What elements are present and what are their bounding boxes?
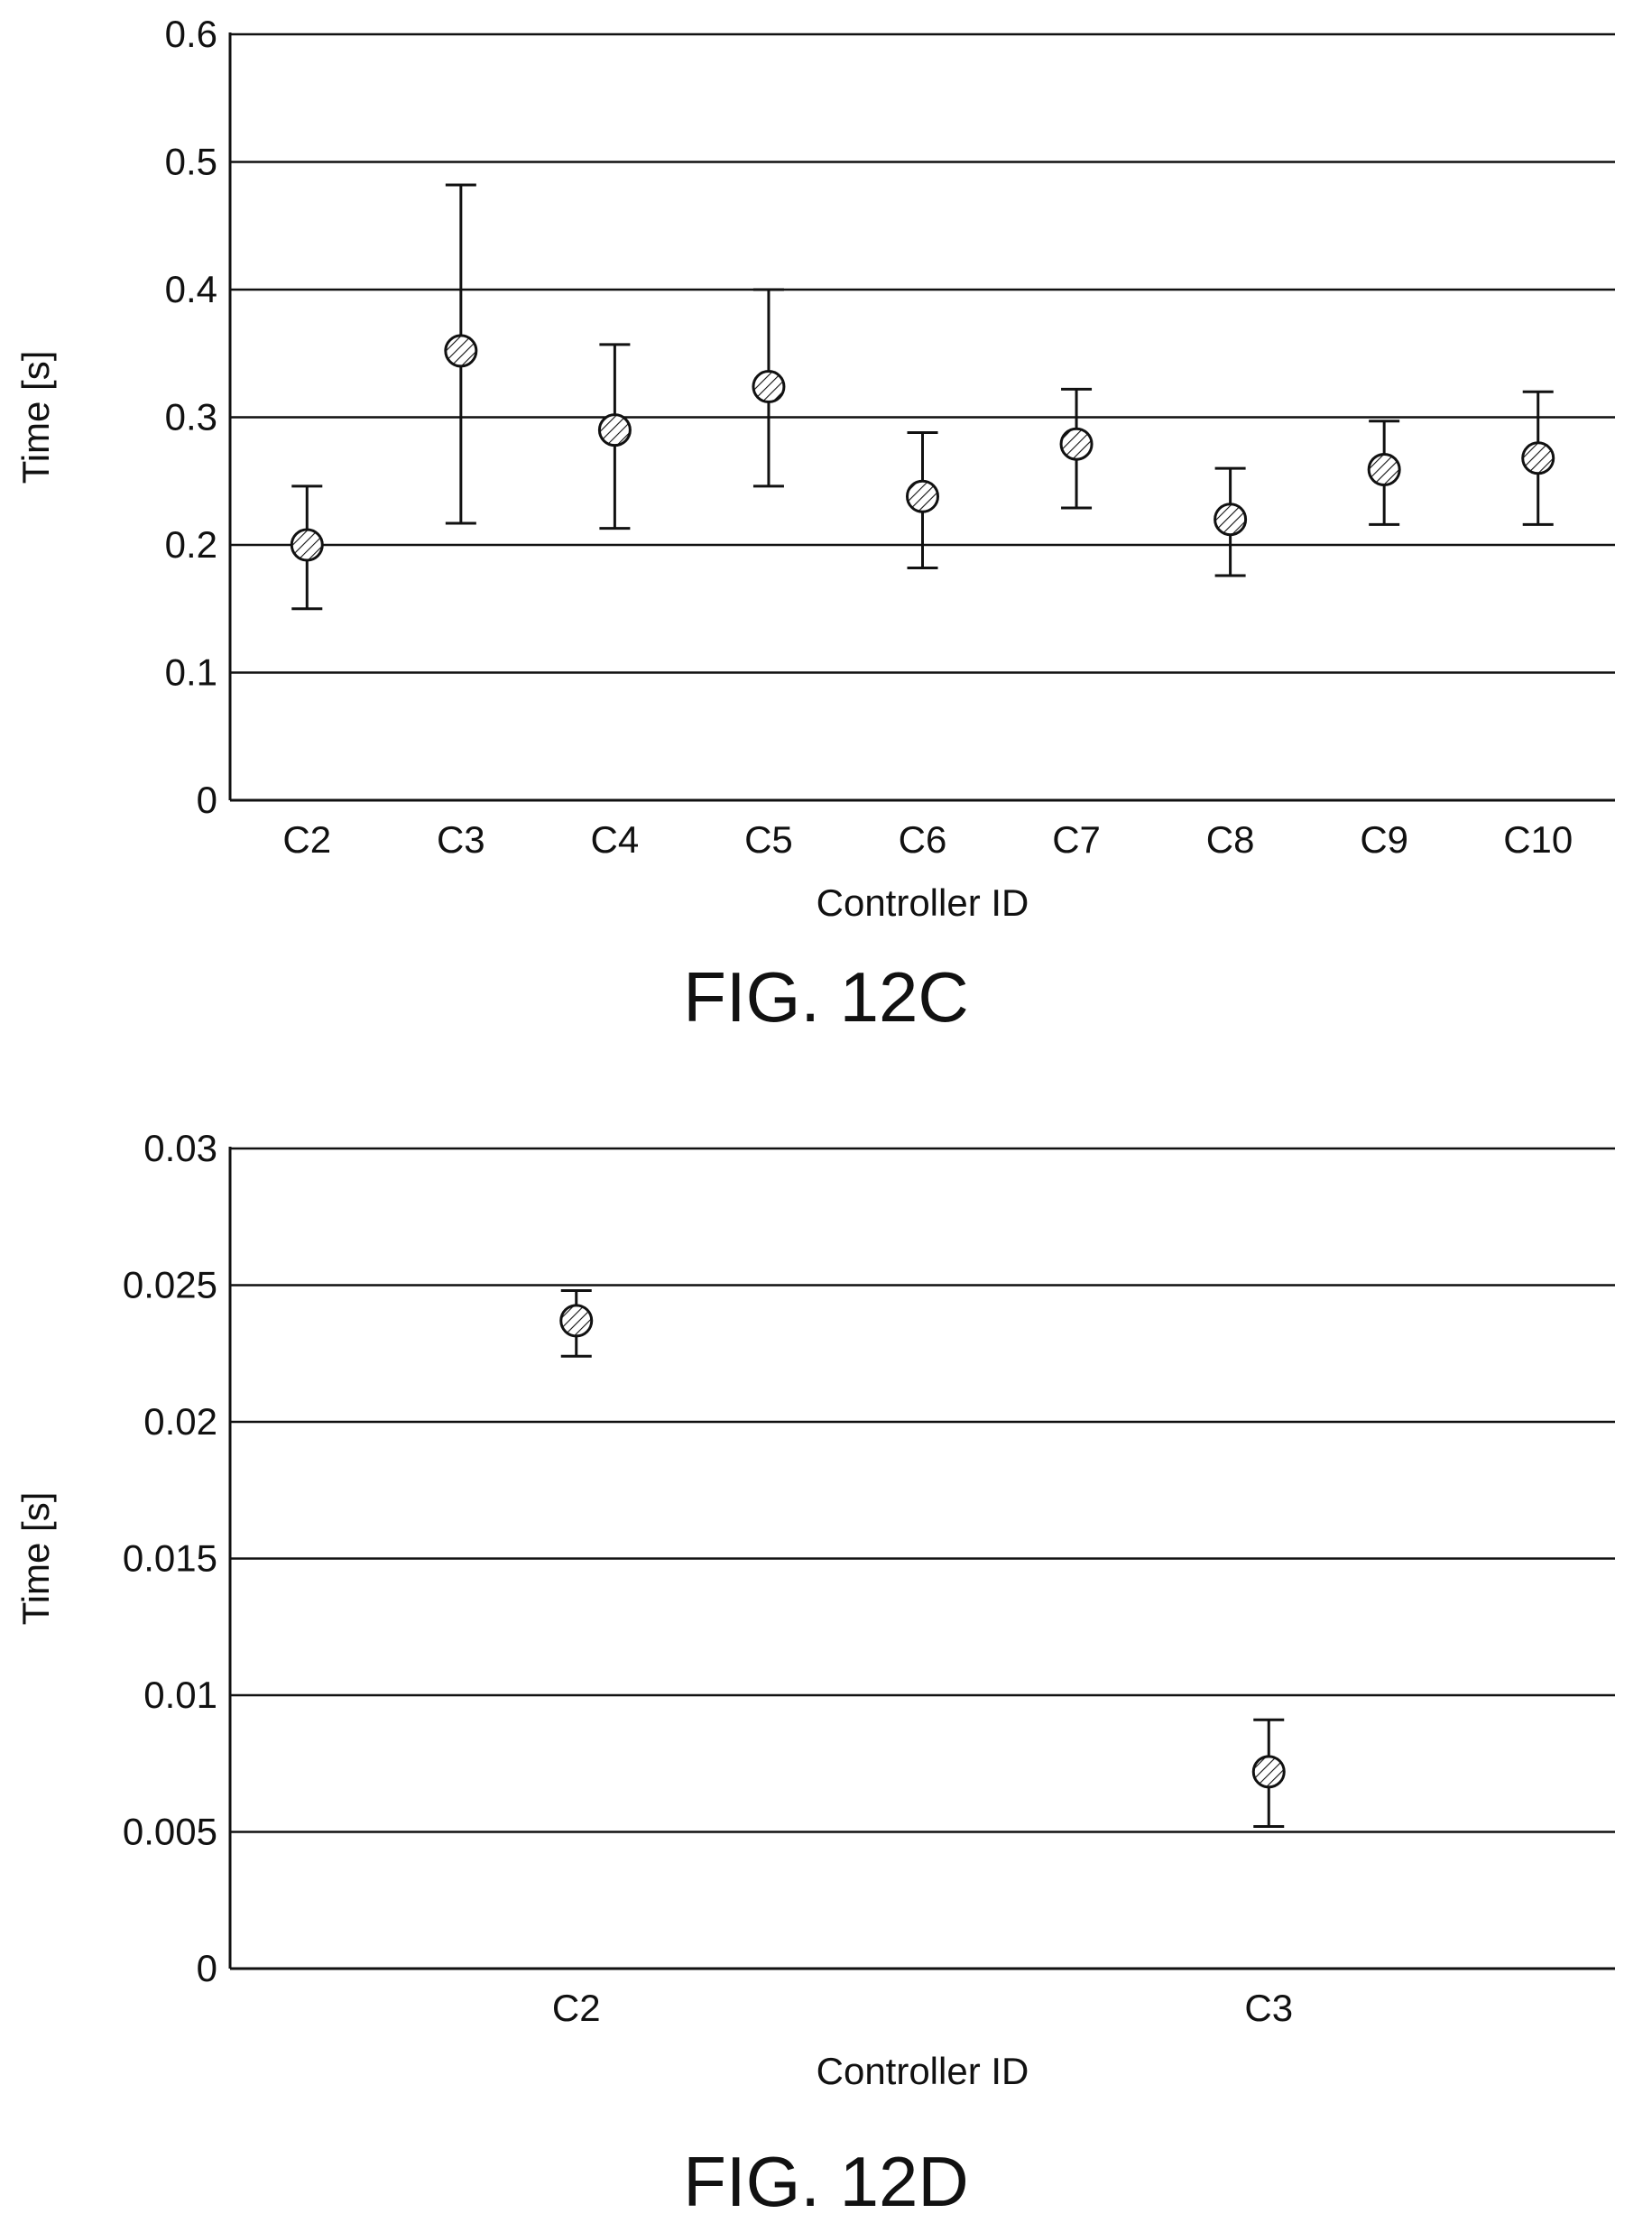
- data-point: [752, 370, 786, 404]
- x-tick-label: C5: [744, 818, 793, 861]
- y-tick-label: 0.5: [165, 141, 217, 183]
- x-tick-label: C9: [1360, 818, 1408, 861]
- y-tick-label: 0.2: [165, 523, 217, 566]
- y-tick-label: 0.1: [165, 651, 217, 694]
- data-point: [1214, 503, 1248, 537]
- data-point: [597, 413, 632, 447]
- y-axis-label: Time [s]: [14, 351, 57, 484]
- y-tick-label: 0: [197, 779, 217, 821]
- y-tick-label: 0.01: [143, 1674, 217, 1716]
- x-tick-label: C8: [1206, 818, 1255, 861]
- x-axis-label: Controller ID: [817, 2050, 1029, 2092]
- figure-12d: 0 0.005 0.01 0.015 0.02 0.025 0.03 C2 C3 Controll…: [0, 1083, 1652, 2221]
- y-axis-label: Time [s]: [14, 1492, 57, 1626]
- x-axis-label: Controller ID: [817, 881, 1029, 924]
- data-point: [290, 528, 324, 562]
- x-tick-label: C3: [1244, 1987, 1293, 2029]
- figure-12c: 0 0.1 0.2 0.3 0.4 0.5 0.6 C2 C3 C4 C5 C6 C7 C8 C9 C10 Co…: [0, 0, 1652, 1047]
- data-point: [1251, 1755, 1286, 1789]
- y-tick-label: 0.015: [123, 1537, 217, 1580]
- y-tick-label: 0.3: [165, 396, 217, 438]
- data-point: [444, 334, 478, 368]
- x-tick-label: C7: [1052, 818, 1101, 861]
- y-tick-label: 0.03: [143, 1127, 217, 1169]
- data-point: [906, 479, 939, 513]
- figure-caption: FIG. 12D: [683, 2142, 969, 2221]
- x-tick-label: C3: [437, 818, 485, 861]
- y-tick-label: 0.4: [165, 268, 217, 310]
- chart-12c: 0 0.1 0.2 0.3 0.4 0.5 0.6 C2 C3 C4 C5 C6 C7 C8 C9 C10 Co…: [14, 13, 1615, 924]
- y-tick-label: 0.02: [143, 1400, 217, 1443]
- y-tick-label: 0.025: [123, 1264, 217, 1306]
- data-point: [1059, 427, 1094, 461]
- y-tick-label: 0.005: [123, 1811, 217, 1853]
- x-tick-label: C6: [899, 818, 947, 861]
- x-tick-label: C2: [552, 1987, 601, 2029]
- figure-caption: FIG. 12C: [683, 957, 969, 1037]
- data-point: [559, 1304, 594, 1338]
- data-point: [1367, 453, 1401, 487]
- x-tick-label: C10: [1503, 818, 1573, 861]
- x-tick-label: C2: [282, 818, 331, 861]
- chart-12d: 0 0.005 0.01 0.015 0.02 0.025 0.03 C2 C3 Controll…: [14, 1127, 1615, 2092]
- y-tick-label: 0.6: [165, 13, 217, 55]
- x-tick-label: C4: [591, 818, 640, 861]
- data-point: [1521, 441, 1555, 475]
- y-tick-label: 0: [197, 1947, 217, 1989]
